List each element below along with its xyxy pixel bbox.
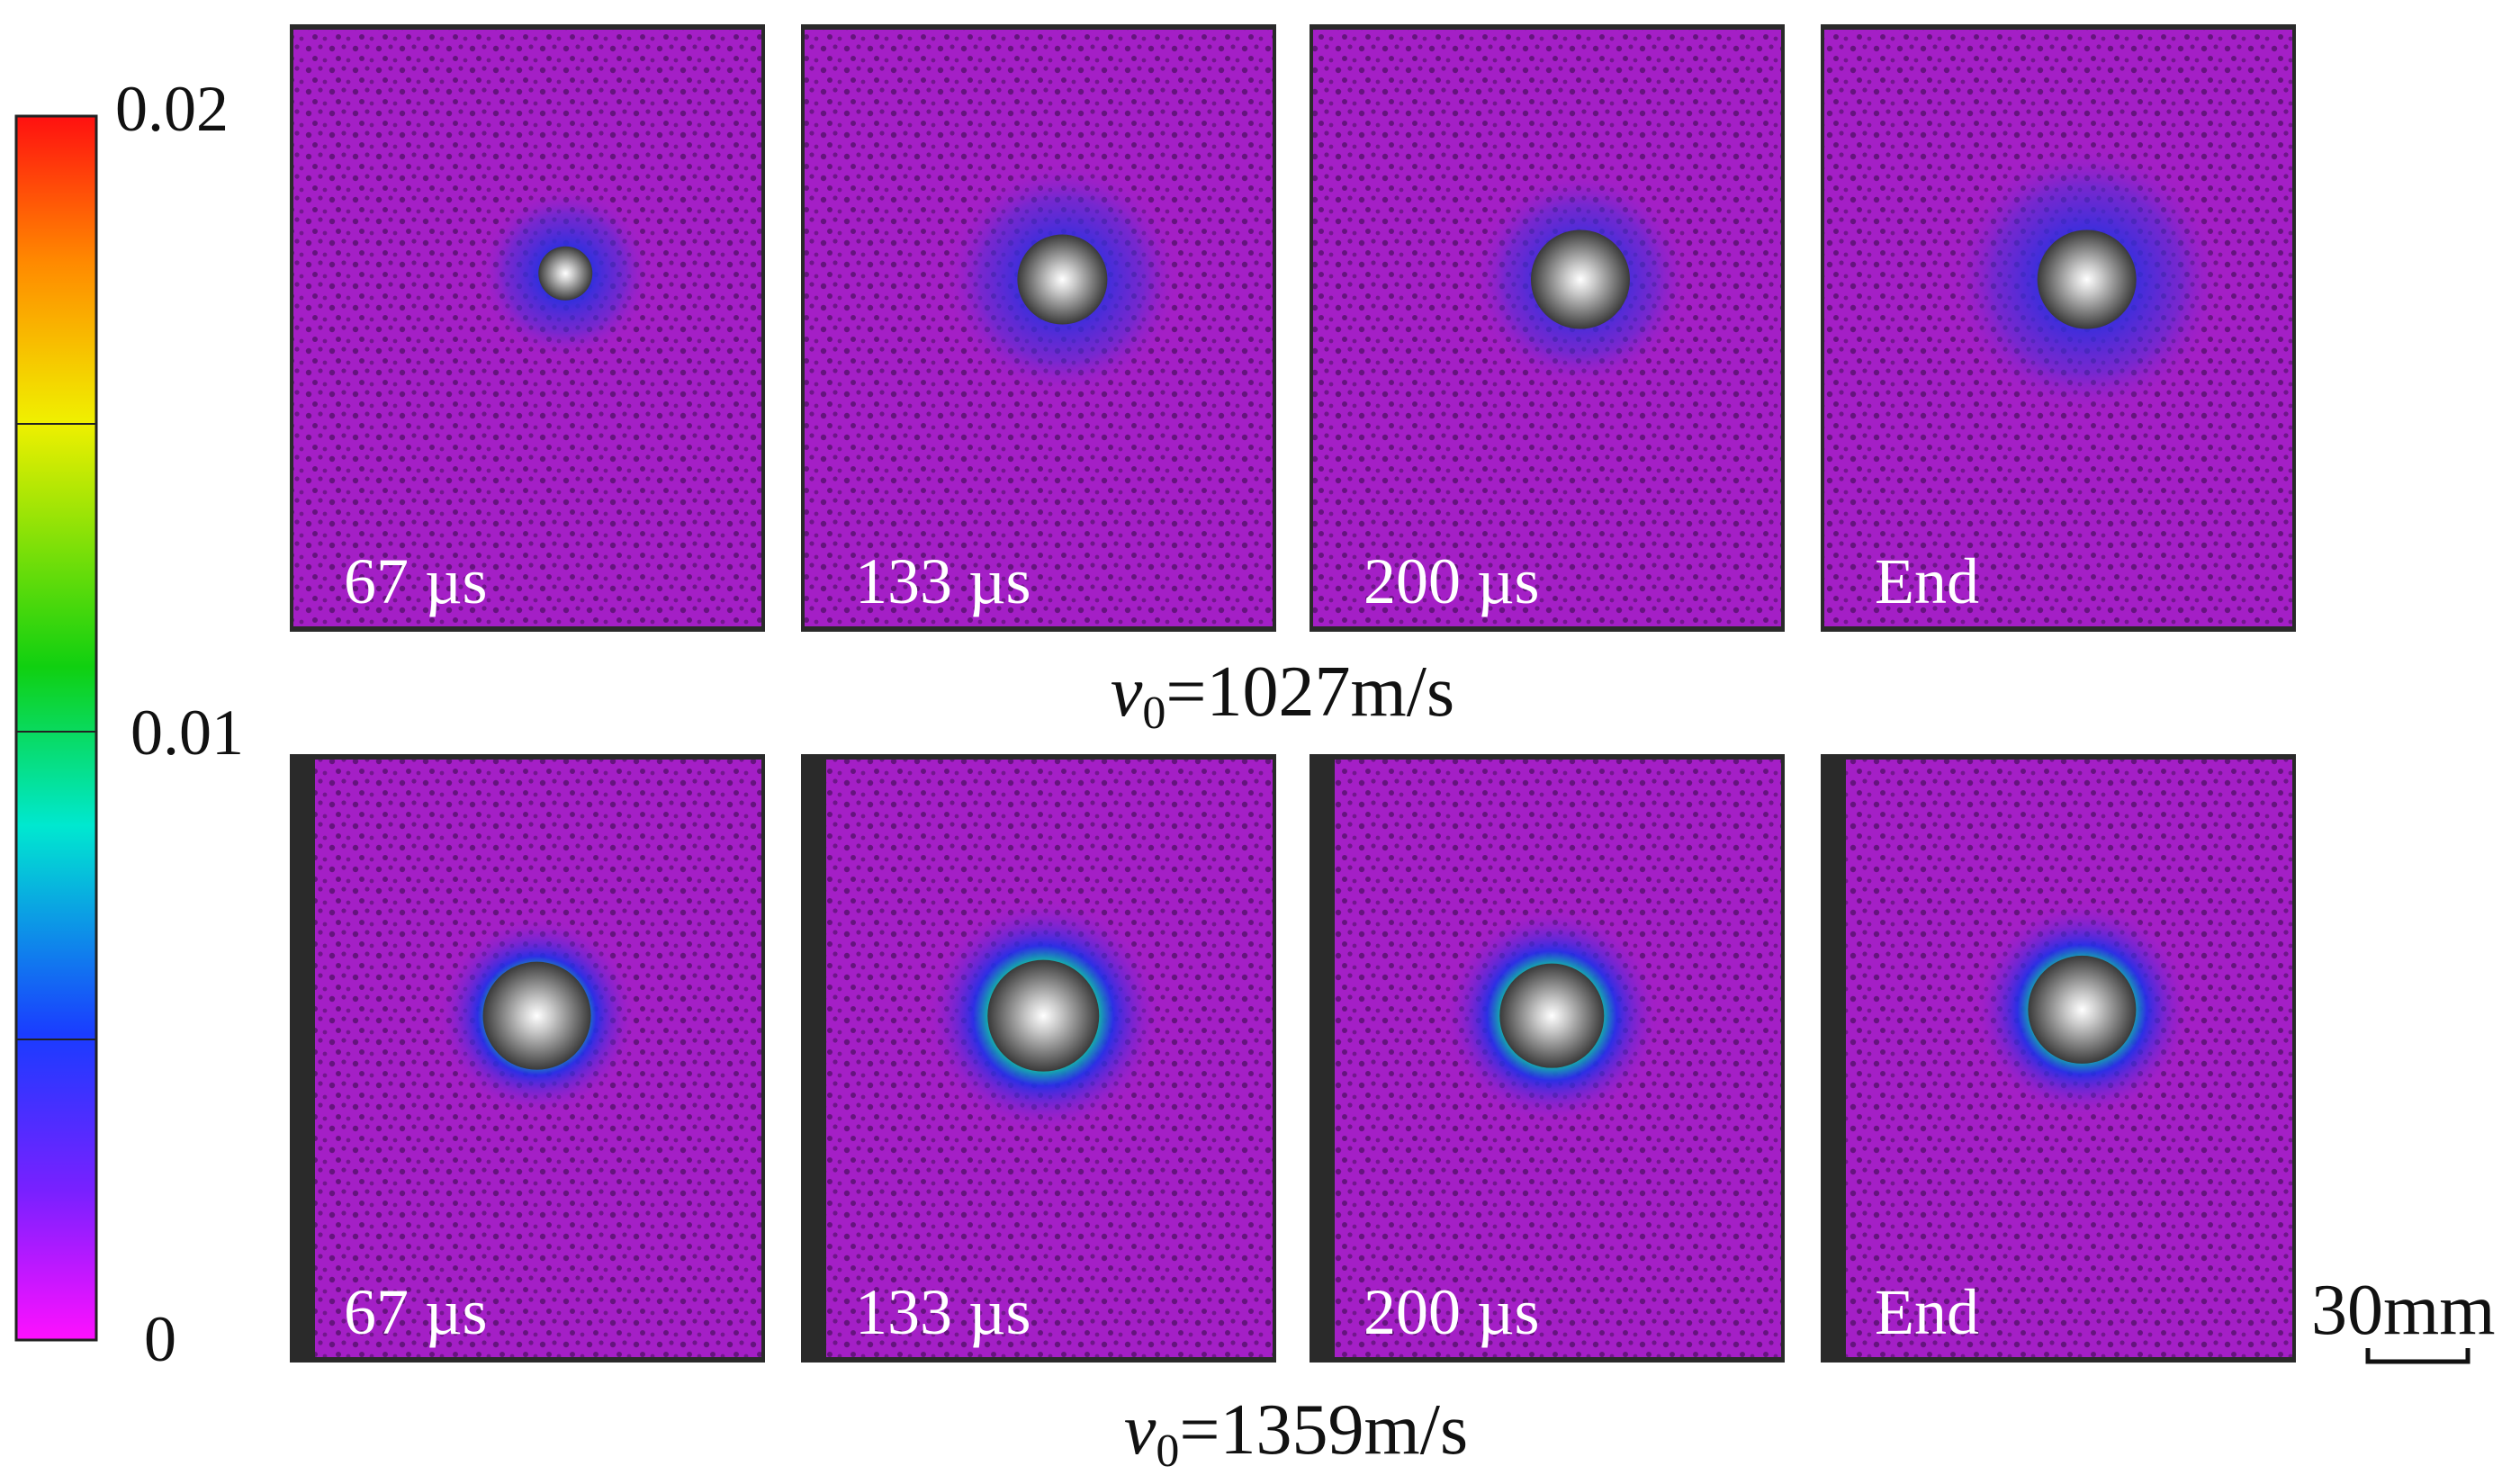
caption-subscript: 0 (1142, 688, 1166, 739)
time-label: 133 µs (855, 545, 1031, 617)
impact-hole (482, 961, 591, 1070)
caption-text: =1027m/s (1166, 652, 1454, 732)
time-label: 200 µs (1364, 545, 1540, 617)
time-label: 133 µs (855, 1276, 1031, 1348)
time-label: 67 µs (344, 1276, 488, 1348)
strain-panel: 133 µs (801, 24, 1276, 632)
colorbar: 0.02 0.01 0 (14, 73, 244, 1375)
impact-hole (1530, 229, 1630, 329)
scale-bar-label: 30mm (2311, 1271, 2495, 1350)
panels: 67 µs 133 µs 200 µs End 67 µs 133 µs 200 µs End (290, 24, 2296, 1363)
colorbar-label: 0.01 (130, 697, 244, 769)
strain-panel: End (1821, 754, 2296, 1363)
impact-hole (2028, 955, 2137, 1064)
row-caption: v0=1359m/s (1124, 1390, 1468, 1477)
strain-panel: 200 µs (1310, 754, 1785, 1363)
strain-panel: End (1821, 24, 2296, 632)
impact-hole (1017, 234, 1108, 325)
time-label: End (1875, 1276, 1979, 1348)
strain-panel: 67 µs (290, 754, 765, 1363)
impact-hole (538, 246, 593, 301)
caption-text: =1359m/s (1179, 1390, 1468, 1470)
time-label: 67 µs (344, 545, 488, 617)
scale-bar: 30mm (2311, 1271, 2495, 1364)
colorbar-label: 0.02 (115, 73, 229, 145)
scale-bar-line (2365, 1348, 2470, 1364)
strain-panel: 67 µs (290, 24, 765, 632)
impact-hole (1499, 963, 1605, 1068)
impact-hole (987, 959, 1100, 1072)
row-caption: v0=1027m/s (1111, 652, 1454, 739)
impact-hole (2037, 229, 2137, 329)
caption-symbol: v (1111, 652, 1143, 732)
time-label: 200 µs (1364, 1276, 1540, 1348)
caption-subscript: 0 (1156, 1426, 1179, 1477)
caption-symbol: v (1124, 1390, 1156, 1470)
strain-panel: 200 µs (1310, 24, 1785, 632)
strain-panel: 133 µs (801, 754, 1276, 1363)
time-label: End (1875, 545, 1979, 617)
colorbar-gradient (14, 114, 98, 1342)
colorbar-label: 0 (144, 1303, 176, 1375)
